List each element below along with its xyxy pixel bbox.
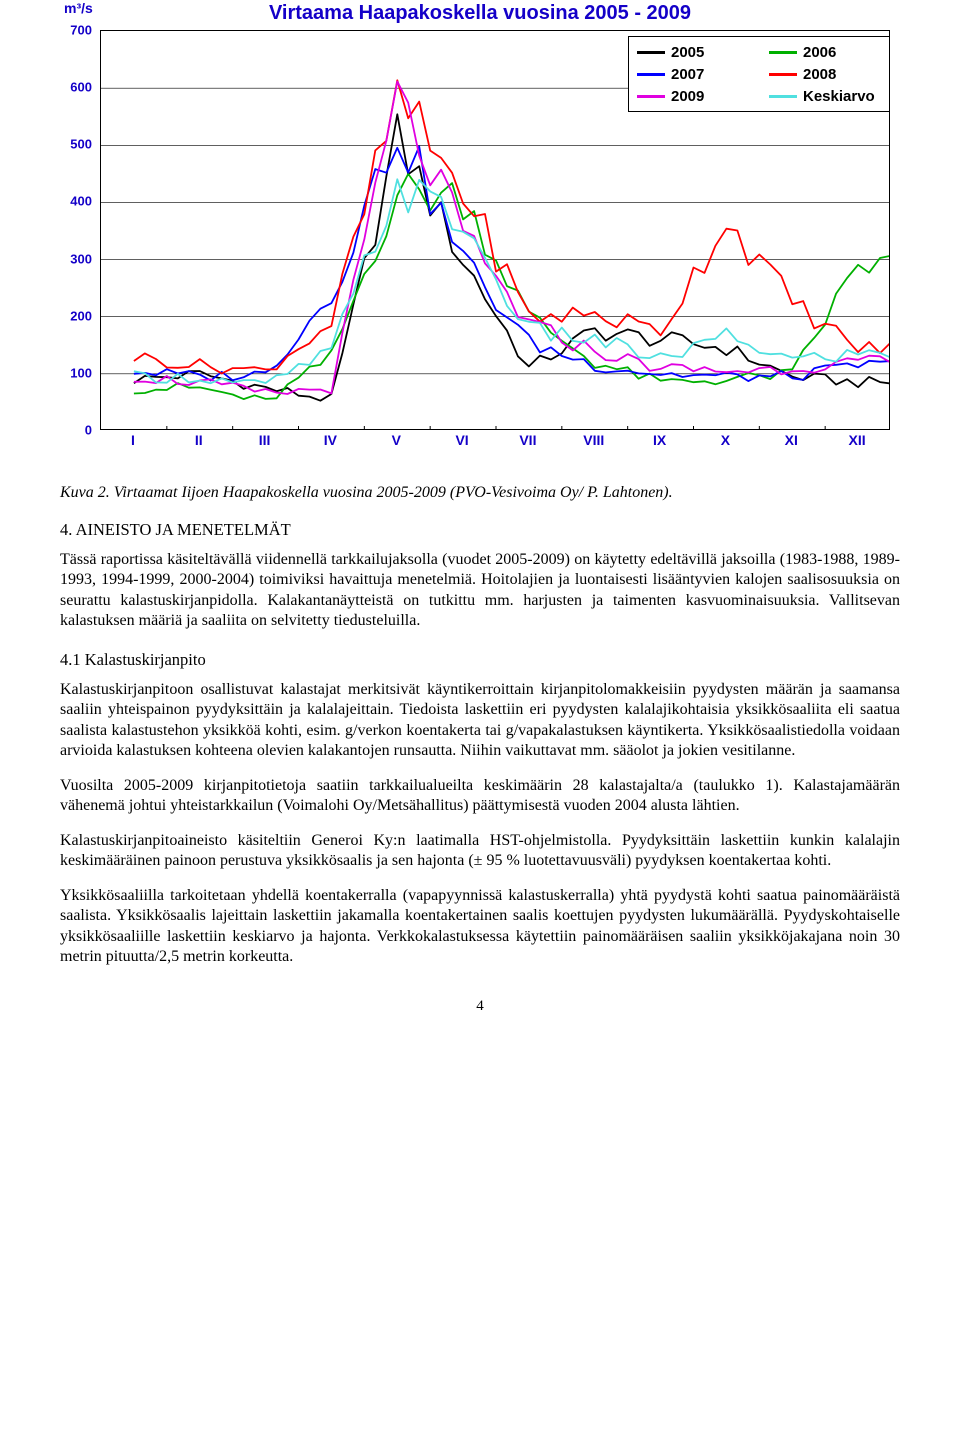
legend-label: 2009 [671,88,704,105]
legend-item: 2008 [769,66,879,83]
legend-label: 2008 [803,66,836,83]
y-tick-label: 500 [70,137,92,152]
chart-title: Virtaama Haapakoskella vuosina 2005 - 20… [60,2,900,25]
x-tick-label: VI [455,432,468,448]
paragraph: Tässä raportissa käsiteltävällä viidenne… [60,550,900,632]
paragraph: Kalastuskirjanpitoaineisto käsiteltiin G… [60,831,900,872]
x-tick-label: II [195,432,203,448]
y-tick-label: 300 [70,251,92,266]
paragraph: Yksikkösaaliilla tarkoitetaan yhdellä ko… [60,886,900,968]
page-number: 4 [60,998,900,1015]
legend: 2005 2006 2007 2008 2009 Keskiarvo [628,36,890,112]
y-axis-ticks: 0100200300400500600700 [60,30,96,430]
legend-label: Keskiarvo [803,88,875,105]
x-tick-label: IX [653,432,666,448]
x-tick-label: I [131,432,135,448]
legend-swatch [637,73,665,76]
series-2009 [134,82,890,395]
section-heading: 4. AINEISTO JA MENETELMÄT [60,520,900,540]
legend-swatch [637,95,665,98]
legend-swatch [769,95,797,98]
legend-item: 2005 [637,44,747,61]
y-tick-label: 600 [70,80,92,95]
y-tick-label: 700 [70,23,92,38]
subsection-heading: 4.1 Kalastuskirjanpito [60,650,900,670]
y-tick-label: 0 [85,423,92,438]
y-tick-label: 200 [70,308,92,323]
flow-chart: m³/s Virtaama Haapakoskella vuosina 2005… [60,0,900,470]
legend-label: 2006 [803,44,836,61]
legend-swatch [637,51,665,54]
legend-item: 2007 [637,66,747,83]
legend-item: 2009 [637,88,747,105]
x-tick-label: V [392,432,401,448]
figure-caption: Kuva 2. Virtaamat Iijoen Haapakoskella v… [60,484,900,502]
legend-swatch [769,51,797,54]
x-tick-label: IV [324,432,337,448]
y-tick-label: 400 [70,194,92,209]
paragraph: Kalastuskirjanpitoon osallistuvat kalast… [60,680,900,762]
legend-label: 2005 [671,44,704,61]
legend-item: Keskiarvo [769,88,879,105]
series-2008 [134,80,890,373]
x-tick-label: III [259,432,271,448]
legend-label: 2007 [671,66,704,83]
x-axis-ticks: IIIIIIIVVVIVIIVIIIIXXXIXII [100,432,890,456]
x-tick-label: VII [519,432,536,448]
x-tick-label: XII [849,432,866,448]
legend-item: 2006 [769,44,879,61]
x-tick-label: X [721,432,730,448]
series-2006 [134,174,890,399]
series-Keskiarvo [134,179,890,383]
x-tick-label: XI [785,432,798,448]
series-2007 [134,146,890,381]
legend-swatch [769,73,797,76]
series-2005 [134,114,890,400]
paragraph: Vuosilta 2005-2009 kirjanpitotietoja saa… [60,776,900,817]
x-tick-label: VIII [583,432,604,448]
y-tick-label: 100 [70,365,92,380]
